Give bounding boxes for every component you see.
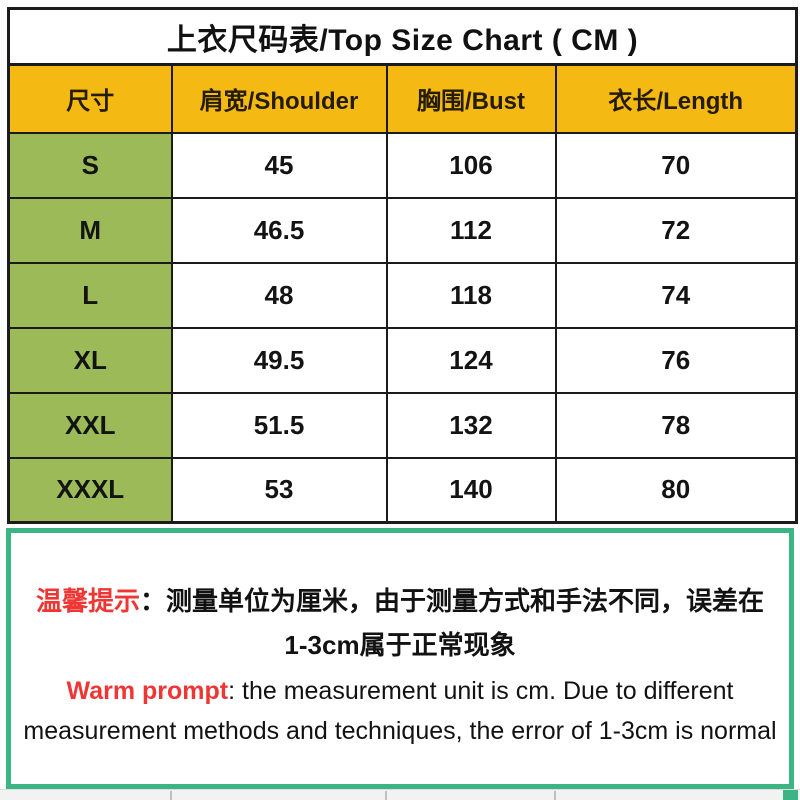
shoulder-value: 46.5 (170, 196, 388, 264)
gridline (170, 791, 172, 800)
size-label: XXXL (7, 456, 173, 524)
header-cell-size: 尺寸 (7, 63, 173, 134)
length-value: 76 (554, 326, 798, 394)
measurement-note-box: 温馨提示：测量单位为厘米，由于测量方式和手法不同，误差在1-3cm属于正常现象 … (6, 528, 794, 789)
note-chinese-text: ：测量单位为厘米，由于测量方式和手法不同，误差在1-3cm属于正常现象 (140, 586, 765, 660)
header-cell-length: 衣长/Length (554, 63, 798, 134)
table-row-m: M 46.5 112 72 (7, 196, 798, 264)
note-chinese-label: 温馨提示 (35, 586, 140, 616)
gridline (385, 791, 387, 800)
length-value: 80 (554, 456, 798, 524)
bust-value: 132 (385, 391, 557, 459)
note-english: Warm prompt: the measurement unit is cm.… (11, 671, 789, 751)
table-row-xl: XL 49.5 124 76 (7, 326, 798, 394)
bust-value: 106 (385, 131, 557, 199)
size-label: XL (7, 326, 173, 394)
size-chart-table: 上衣尺码表/Top Size Chart ( CM ) 尺寸 肩宽/Should… (7, 7, 799, 524)
size-label: XXL (7, 391, 173, 459)
chart-title: 上衣尺码表/Top Size Chart ( CM ) (7, 7, 798, 66)
shoulder-value: 45 (170, 131, 388, 199)
note-english-text: : the measurement unit is cm. Due to dif… (23, 677, 777, 745)
spreadsheet-gridline-strip (0, 789, 800, 800)
size-label: L (7, 261, 173, 329)
bust-value: 112 (385, 196, 557, 264)
table-row-l: L 48 118 74 (7, 261, 798, 329)
table-row-xxl: XXL 51.5 132 78 (7, 391, 798, 459)
header-cell-bust: 胸围/Bust (385, 63, 557, 134)
bust-value: 140 (385, 456, 557, 524)
length-value: 74 (554, 261, 798, 329)
shoulder-value: 49.5 (170, 326, 388, 394)
table-row-s: S 45 106 70 (7, 131, 798, 199)
size-label: M (7, 196, 173, 264)
table-row-xxxl: XXXL 53 140 80 (7, 456, 798, 524)
length-value: 72 (554, 196, 798, 264)
bust-value: 118 (385, 261, 557, 329)
length-value: 78 (554, 391, 798, 459)
shoulder-value: 48 (170, 261, 388, 329)
selection-fill-handle (783, 790, 798, 800)
shoulder-value: 53 (170, 456, 388, 524)
title-row: 上衣尺码表/Top Size Chart ( CM ) (7, 7, 798, 66)
length-value: 70 (554, 131, 798, 199)
note-chinese: 温馨提示：测量单位为厘米，由于测量方式和手法不同，误差在1-3cm属于正常现象 (11, 579, 789, 667)
shoulder-value: 51.5 (170, 391, 388, 459)
note-english-label: Warm prompt (66, 677, 229, 705)
bust-value: 124 (385, 326, 557, 394)
header-row: 尺寸 肩宽/Shoulder 胸围/Bust 衣长/Length (7, 63, 798, 134)
size-label: S (7, 131, 173, 199)
header-cell-shoulder: 肩宽/Shoulder (170, 63, 388, 134)
gridline (554, 791, 556, 800)
